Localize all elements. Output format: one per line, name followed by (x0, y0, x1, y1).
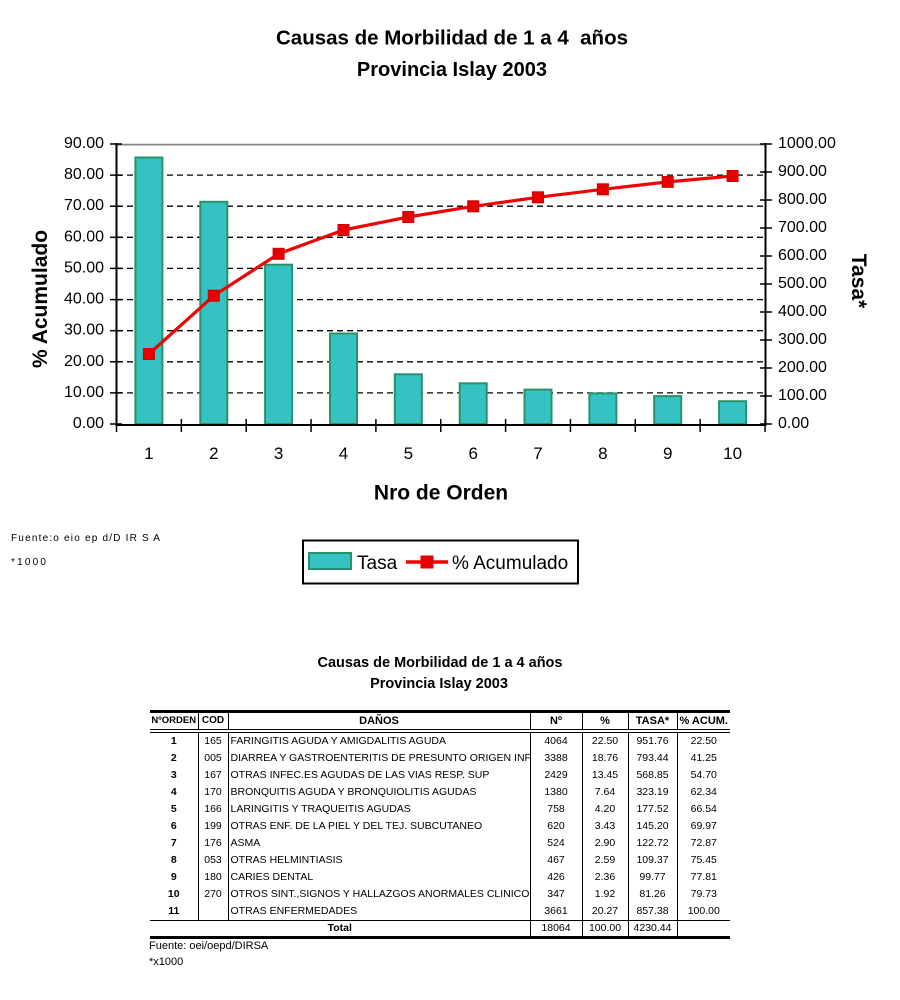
svg-text:Nro de Orden: Nro de Orden (374, 482, 508, 505)
svg-text:0.00: 0.00 (778, 415, 809, 432)
svg-text:% Acumulado: % Acumulado (29, 230, 52, 368)
svg-text:40.00: 40.00 (64, 291, 104, 308)
svg-text:30.00: 30.00 (64, 322, 104, 339)
svg-text:9: 9 (663, 444, 672, 463)
svg-text:1: 1 (144, 444, 153, 463)
svg-text:70.00: 70.00 (64, 197, 104, 214)
svg-text:10: 10 (723, 444, 742, 463)
svg-text:3: 3 (274, 444, 283, 463)
svg-text:700.00: 700.00 (778, 219, 827, 236)
svg-text:200.00: 200.00 (778, 359, 827, 376)
svg-text:900.00: 900.00 (778, 163, 827, 180)
svg-text:*1000: *1000 (11, 557, 48, 568)
svg-text:20.00: 20.00 (64, 353, 104, 370)
svg-text:% Acumulado: % Acumulado (452, 553, 568, 574)
svg-text:Provincia Islay 2003: Provincia Islay 2003 (357, 59, 547, 81)
svg-text:10.00: 10.00 (64, 384, 104, 401)
svg-text:300.00: 300.00 (778, 331, 827, 348)
svg-text:7: 7 (533, 444, 542, 463)
svg-text:600.00: 600.00 (778, 247, 827, 264)
svg-text:2: 2 (209, 444, 218, 463)
svg-text:4: 4 (339, 444, 348, 463)
svg-text:Tasa: Tasa (357, 553, 398, 574)
svg-text:1000.00: 1000.00 (778, 135, 836, 152)
svg-text:80.00: 80.00 (64, 166, 104, 183)
svg-text:60.00: 60.00 (64, 228, 104, 245)
svg-text:100.00: 100.00 (778, 387, 827, 404)
svg-text:Causas de Morbilidad de 1 a 4: Causas de Morbilidad de 1 a 4 años (276, 27, 628, 50)
svg-text:500.00: 500.00 (778, 275, 827, 292)
svg-text:5: 5 (404, 444, 413, 463)
svg-text:Tasa*: Tasa* (847, 254, 870, 309)
svg-text:90.00: 90.00 (64, 135, 104, 152)
svg-text:800.00: 800.00 (778, 191, 827, 208)
svg-text:400.00: 400.00 (778, 303, 827, 320)
svg-text:6: 6 (468, 444, 477, 463)
svg-text:0.00: 0.00 (73, 415, 104, 432)
svg-text:8: 8 (598, 444, 607, 463)
svg-text:50.00: 50.00 (64, 259, 104, 276)
svg-text:Fuente:o eio ep d/D IR S A: Fuente:o eio ep d/D IR S A (11, 533, 161, 544)
